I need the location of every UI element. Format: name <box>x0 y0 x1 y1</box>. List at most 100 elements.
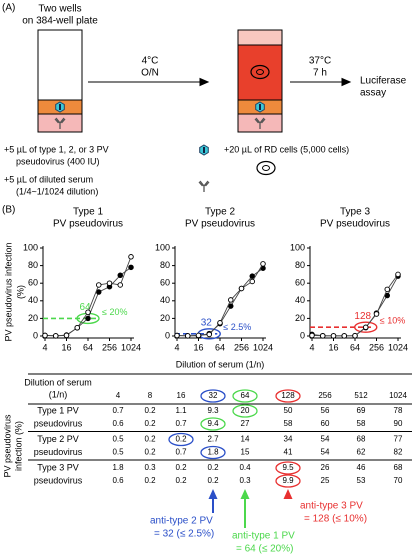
x-tick-label: 1024 <box>253 342 273 352</box>
data-point <box>217 320 223 326</box>
data-point <box>184 333 191 339</box>
data-point <box>227 303 234 309</box>
table-cell: 0.7 <box>175 448 187 457</box>
table-cell: 0.7 <box>175 419 187 428</box>
virus-icon <box>199 144 209 156</box>
endpoint-ellipse <box>354 321 378 333</box>
table-cell: 0.5 <box>112 448 124 457</box>
table-header: Dilution of serum <box>24 377 92 387</box>
table-cell: 0.2 <box>144 419 156 428</box>
data-point <box>174 332 180 339</box>
endpoint-label: 128 <box>354 311 371 322</box>
table-header: (1/n) <box>49 389 68 399</box>
step-text: 37°C <box>309 56 331 67</box>
reagent-text: (1/4~1/1024 dilution) <box>16 186 98 196</box>
data-point <box>363 324 369 331</box>
table-column: 32 <box>209 391 218 400</box>
table-column: 64 <box>241 391 250 400</box>
table-cell: 46 <box>357 463 366 472</box>
table-cell: 0.6 <box>112 476 124 485</box>
y-tick-label: 40 <box>28 295 38 305</box>
cell-highlight <box>232 404 258 418</box>
table-cell: 58 <box>284 419 293 428</box>
y-axis-label: (%) <box>15 285 25 299</box>
table-cell: 25 <box>321 476 330 485</box>
table-cell: 0.2 <box>144 406 156 415</box>
data-point <box>85 315 91 322</box>
table-cell: 62 <box>357 448 366 457</box>
table-cell: 0.2 <box>207 476 219 485</box>
chart-title: Type 2 <box>205 207 235 218</box>
row-label: pseudovirus <box>34 475 83 485</box>
chart-subtitle: PV pseudovirus <box>320 219 390 230</box>
data-point <box>53 333 59 339</box>
table-cell: 0.5 <box>112 435 124 444</box>
step-text: 4°C <box>142 56 159 67</box>
table-cell: 53 <box>357 476 366 485</box>
x-tick-label: 64 <box>215 342 225 352</box>
side-label: PV pseudovirus <box>2 414 12 478</box>
x-tick-label: 4 <box>42 342 47 352</box>
data-point <box>195 332 202 339</box>
side-label: infection (%) <box>13 421 23 471</box>
annotation: anti-type 3 PV <box>300 501 363 512</box>
data-point <box>260 261 266 267</box>
x-tick-label: 64 <box>350 342 360 352</box>
data-point <box>117 272 123 279</box>
x-tick-label: 64 <box>83 342 93 352</box>
table-cell: 1.1 <box>175 406 187 415</box>
annotation: = 64 (≤ 20%) <box>236 544 293 555</box>
data-point <box>249 278 255 285</box>
table-cell: 41 <box>284 448 293 457</box>
panel-label: (A) <box>2 3 15 14</box>
row-label: Type 1 PV <box>37 405 79 415</box>
table-column: 4 <box>116 391 121 400</box>
table-cell: 77 <box>394 435 403 444</box>
cell-highlight <box>200 445 226 460</box>
threshold-label: ≤ 2.5% <box>223 322 251 332</box>
table-cell: 60 <box>321 419 330 428</box>
row-label: pseudovirus <box>34 418 83 428</box>
y-tick-label: 60 <box>295 278 305 288</box>
data-point <box>128 254 134 260</box>
x-axis-label: Dilution of serum (1/n) <box>176 359 265 369</box>
row-label: Type 3 PV <box>37 462 79 472</box>
annotation: anti-type 1 PV <box>232 531 295 542</box>
table-cell: 2.7 <box>207 435 219 444</box>
table-cell: 82 <box>394 448 403 457</box>
y-tick-label: 80 <box>160 260 170 270</box>
y-tick-label: 60 <box>28 278 38 288</box>
data-point <box>85 309 91 315</box>
y-tick-label: 20 <box>160 313 170 323</box>
data-point <box>330 333 337 339</box>
cell-highlight <box>275 461 301 475</box>
chart-title: Type 1 <box>73 207 103 218</box>
table-column: 8 <box>148 391 153 400</box>
plate-text: Two wells <box>38 4 81 15</box>
y-tick-label: 100 <box>23 242 38 252</box>
data-point <box>42 332 48 339</box>
table-cell: 26 <box>321 463 330 472</box>
x-tick-label: 4 <box>174 342 179 352</box>
table-cell: 90 <box>394 419 403 428</box>
readout-text: assay <box>360 88 386 99</box>
table-cell: 15 <box>241 448 250 457</box>
table-cell: 70 <box>394 476 403 485</box>
data-point <box>373 311 380 317</box>
table-cell: 58 <box>357 419 366 428</box>
y-tick-label: 40 <box>295 295 305 305</box>
antibody-icon <box>198 180 210 193</box>
table-cell: 54 <box>321 448 330 457</box>
table-column: 1024 <box>389 391 407 400</box>
readout-text: Luciferase <box>360 76 407 87</box>
table-cell: 14 <box>241 435 250 444</box>
arrowhead <box>208 489 218 499</box>
x-tick-label: 256 <box>102 342 117 352</box>
cell-highlight <box>168 432 194 447</box>
table-cell: 56 <box>321 406 330 415</box>
table-cell: 27 <box>241 419 250 428</box>
y-tick-label: 20 <box>28 313 38 323</box>
x-tick-label: 16 <box>61 342 71 352</box>
cell-highlight <box>200 417 226 431</box>
y-tick-label: 20 <box>295 313 305 323</box>
